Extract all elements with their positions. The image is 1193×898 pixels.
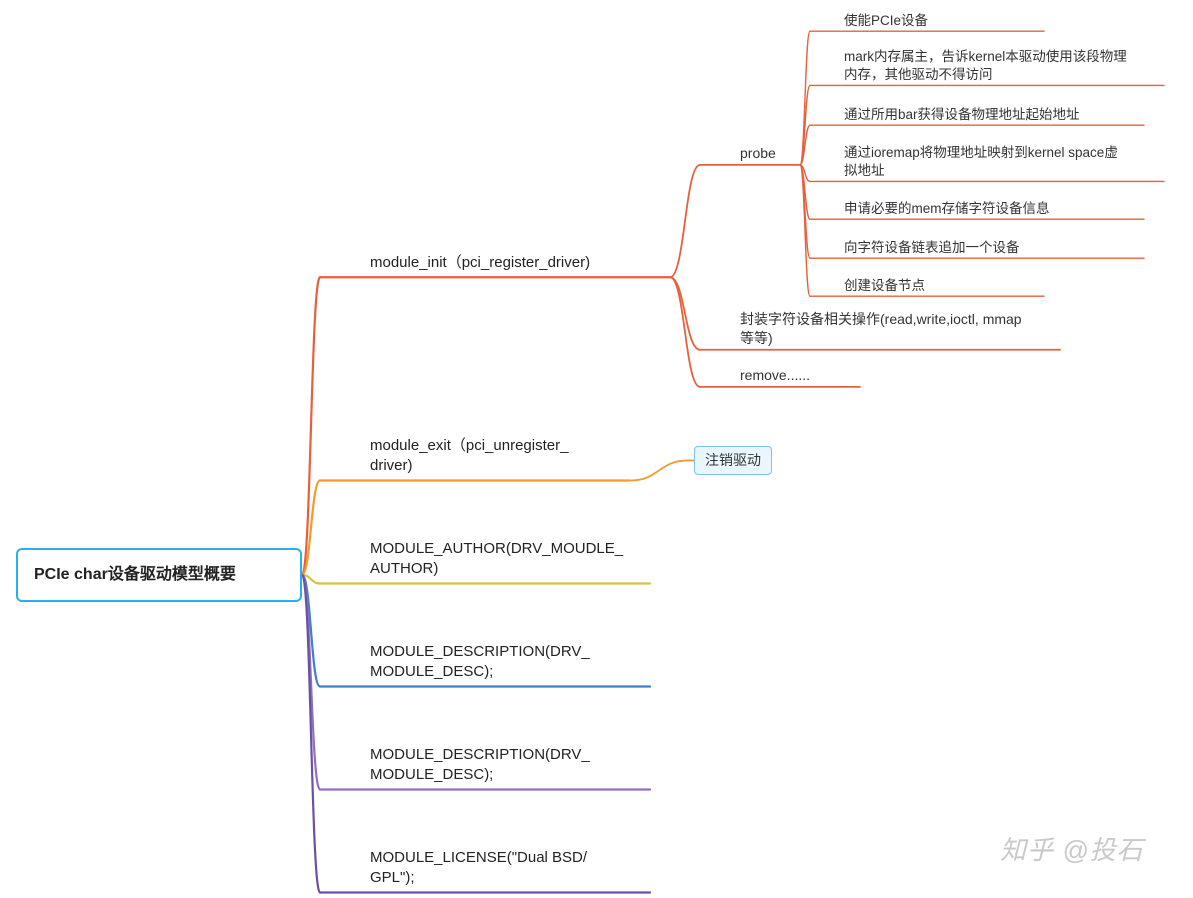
l1-node-init: module_init（pci_register_driver) <box>370 253 670 273</box>
l1-node-license: MODULE_LICENSE("Dual BSD/GPL"); <box>370 848 650 889</box>
l3-node-0-label: 使能PCIe设备 <box>844 13 928 28</box>
l3-node-0: 使能PCIe设备 <box>844 12 1044 30</box>
l3-node-6: 创建设备节点 <box>844 277 1044 295</box>
callout-note: 注销驱动 <box>694 446 772 475</box>
l1-node-desc2-label: MODULE_DESCRIPTION(DRV_MODULE_DESC); <box>370 746 590 783</box>
l2-node-remove-label: remove...... <box>740 367 810 383</box>
l2-node-remove: remove...... <box>740 366 860 385</box>
l3-node-2-label: 通过所用bar获得设备物理地址起始地址 <box>844 107 1080 122</box>
root-label: PCIe char设备驱动模型概要 <box>34 566 236 583</box>
l1-node-desc2: MODULE_DESCRIPTION(DRV_MODULE_DESC); <box>370 745 650 786</box>
l1-node-desc1: MODULE_DESCRIPTION(DRV_MODULE_DESC); <box>370 642 650 683</box>
l1-node-desc1-label: MODULE_DESCRIPTION(DRV_MODULE_DESC); <box>370 643 590 680</box>
l3-node-2: 通过所用bar获得设备物理地址起始地址 <box>844 106 1144 124</box>
root-node: PCIe char设备驱动模型概要 <box>16 548 302 602</box>
watermark: 知乎 @投石 <box>1000 830 1144 867</box>
l3-node-4: 申请必要的mem存储字符设备信息 <box>844 200 1144 218</box>
l1-node-exit: module_exit（pci_unregister_driver) <box>370 436 630 477</box>
l3-node-5-label: 向字符设备链表追加一个设备 <box>844 240 1020 255</box>
l2-node-wrap: 封装字符设备相关操作(read,write,ioctl, mmap等等) <box>740 310 1060 348</box>
l3-node-5: 向字符设备链表追加一个设备 <box>844 239 1144 257</box>
l1-node-license-label: MODULE_LICENSE("Dual BSD/GPL"); <box>370 849 587 886</box>
l3-node-3: 通过ioremap将物理地址映射到kernel space虚拟地址 <box>844 144 1164 180</box>
mindmap-stage: PCIe char设备驱动模型概要 注销驱动 知乎 @投石 module_ini… <box>0 0 1193 898</box>
l3-node-4-label: 申请必要的mem存储字符设备信息 <box>844 201 1050 216</box>
l1-node-init-label: module_init（pci_register_driver) <box>370 254 590 271</box>
l1-node-author-label: MODULE_AUTHOR(DRV_MOUDLE_AUTHOR) <box>370 540 623 577</box>
l2-node-probe-label: probe <box>740 145 776 161</box>
l3-node-1: mark内存属主，告诉kernel本驱动使用该段物理内存，其他驱动不得访问 <box>844 48 1164 84</box>
callout-label: 注销驱动 <box>705 452 761 468</box>
l3-node-3-label: 通过ioremap将物理地址映射到kernel space虚拟地址 <box>844 145 1118 178</box>
l3-node-1-label: mark内存属主，告诉kernel本驱动使用该段物理内存，其他驱动不得访问 <box>844 49 1127 82</box>
l3-node-6-label: 创建设备节点 <box>844 278 925 293</box>
l2-node-probe: probe <box>740 144 800 163</box>
l2-node-wrap-label: 封装字符设备相关操作(read,write,ioctl, mmap等等) <box>740 311 1022 346</box>
l1-node-exit-label: module_exit（pci_unregister_driver) <box>370 437 568 474</box>
l1-node-author: MODULE_AUTHOR(DRV_MOUDLE_AUTHOR) <box>370 539 650 580</box>
